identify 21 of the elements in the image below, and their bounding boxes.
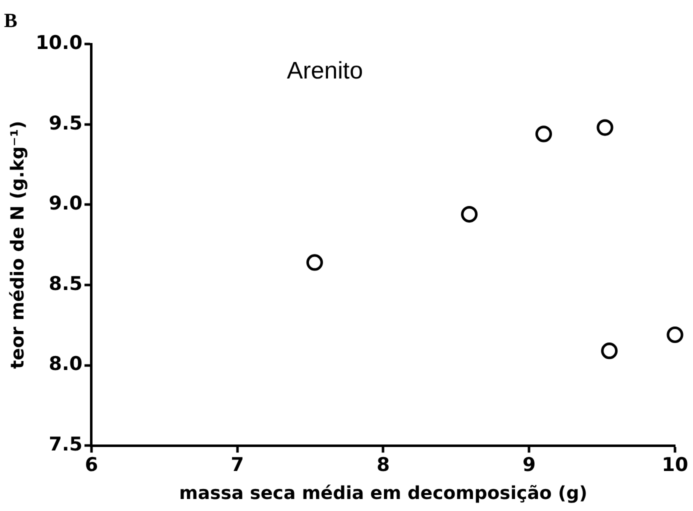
y-tick-label: 8.0 — [48, 353, 82, 376]
point — [596, 119, 614, 136]
annotation: Arenito — [286, 58, 363, 85]
y-tick-label: 9.5 — [48, 112, 82, 134]
point — [601, 342, 618, 360]
point — [306, 254, 323, 271]
point — [666, 326, 684, 344]
y-axis-title: teor médio de N (g.kg⁻¹) — [7, 120, 28, 369]
y-tick-label: 7.5 — [48, 434, 82, 456]
y-tick-label: 9.0 — [48, 192, 82, 215]
x-tick-label: 10 — [662, 454, 688, 476]
chart-title: B — [4, 10, 18, 32]
x-tick-label: 7 — [230, 454, 244, 476]
x-tick-label: 6 — [84, 454, 98, 476]
point — [461, 206, 478, 223]
point — [535, 126, 552, 142]
y-tick-label: 8.5 — [48, 272, 82, 295]
x-tick-label: 8 — [376, 454, 390, 476]
x-axis-title: massa seca média em decomposição (g) — [179, 482, 588, 504]
x-tick-label: 9 — [522, 454, 536, 476]
y-tick-label: 10.0 — [36, 32, 82, 54]
